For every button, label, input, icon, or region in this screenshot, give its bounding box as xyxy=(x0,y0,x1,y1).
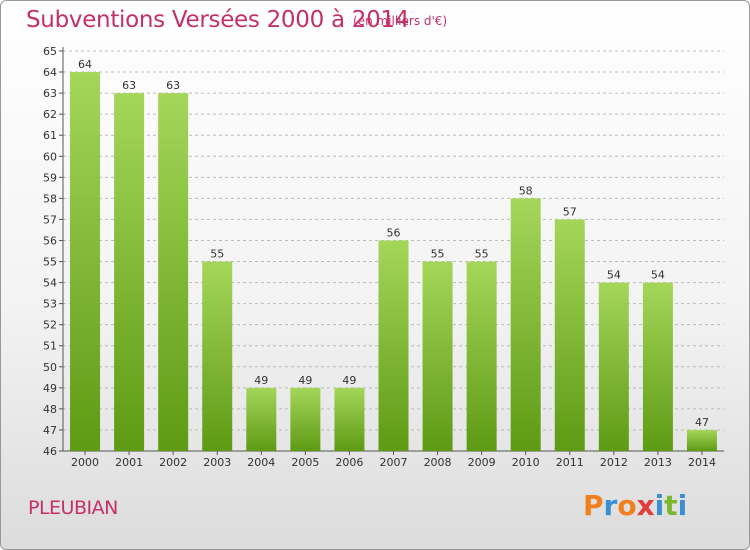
y-tick-label: 49 xyxy=(43,382,57,395)
x-tick-label: 2014 xyxy=(688,456,716,469)
x-tick-label: 2005 xyxy=(291,456,319,469)
x-tick-label: 2000 xyxy=(71,456,99,469)
bar-value-label: 63 xyxy=(122,79,136,92)
bar-value-label: 55 xyxy=(210,248,224,261)
y-tick-label: 48 xyxy=(43,403,57,416)
y-tick-label: 46 xyxy=(43,445,57,458)
y-tick-label: 54 xyxy=(43,277,57,290)
bar-value-label: 57 xyxy=(563,205,577,218)
bar xyxy=(642,282,673,451)
bar-value-label: 55 xyxy=(475,248,489,261)
bar-value-label: 49 xyxy=(342,374,356,387)
y-tick-label: 53 xyxy=(43,298,57,311)
x-tick-label: 2004 xyxy=(247,456,275,469)
bar-value-label: 58 xyxy=(519,184,533,197)
y-tick-label: 62 xyxy=(43,108,57,121)
x-tick-label: 2011 xyxy=(556,456,584,469)
x-tick-label: 2010 xyxy=(512,456,540,469)
bar xyxy=(290,387,321,451)
bar-value-label: 63 xyxy=(166,79,180,92)
y-tick-label: 65 xyxy=(43,45,57,58)
bar-value-label: 49 xyxy=(298,374,312,387)
x-tick-label: 2002 xyxy=(159,456,187,469)
commune-name: PLEUBIAN xyxy=(28,497,118,519)
bars xyxy=(70,72,717,452)
bar-value-label: 54 xyxy=(651,269,665,282)
y-tick-label: 47 xyxy=(43,424,57,437)
proxiti-logo: Proxiti xyxy=(583,489,687,522)
bar xyxy=(598,282,629,451)
y-tick-label: 59 xyxy=(43,171,57,184)
y-tick-label: 50 xyxy=(43,361,57,374)
y-tick-label: 60 xyxy=(43,150,57,163)
bar xyxy=(334,387,365,451)
y-tick-label: 51 xyxy=(43,340,57,353)
x-tick-label: 2009 xyxy=(468,456,496,469)
x-tick-label: 2001 xyxy=(115,456,143,469)
y-tick-label: 55 xyxy=(43,256,57,269)
bar xyxy=(246,387,277,451)
bar-value-label: 54 xyxy=(607,269,621,282)
y-tick-label: 52 xyxy=(43,319,57,332)
y-tick-label: 58 xyxy=(43,192,57,205)
value-labels: 64 63 63 55 49 49 49 56 55 55 58 57 54 54 47 xyxy=(78,58,709,429)
logo-letter: x xyxy=(636,489,655,522)
bar-value-label: 55 xyxy=(431,248,445,261)
x-tick-label: 2007 xyxy=(380,456,408,469)
y-tick-label: 64 xyxy=(43,66,57,79)
x-tick-label: 2013 xyxy=(644,456,672,469)
x-tick-label: 2003 xyxy=(203,456,231,469)
y-tick-label: 57 xyxy=(43,213,57,226)
x-tick-label: 2012 xyxy=(600,456,628,469)
bar xyxy=(378,240,409,451)
bar xyxy=(202,261,233,451)
bar xyxy=(686,429,717,451)
chart-title: Subventions Versées 2000 à 2014 xyxy=(26,7,410,33)
y-tick-label: 61 xyxy=(43,129,57,142)
bar xyxy=(510,198,541,451)
logo-letter: r xyxy=(603,489,618,522)
bar xyxy=(70,72,101,451)
bar-value-label: 56 xyxy=(387,226,401,239)
bar xyxy=(554,219,585,451)
logo-letter: i xyxy=(654,489,665,522)
x-tick-label: 2006 xyxy=(335,456,363,469)
bar xyxy=(158,93,189,452)
x-tick-label: 2008 xyxy=(424,456,452,469)
bar-value-label: 49 xyxy=(254,374,268,387)
y-tick-label: 63 xyxy=(43,87,57,100)
y-tick-label: 56 xyxy=(43,234,57,247)
bar-value-label: 47 xyxy=(695,416,709,429)
logo-letter: P xyxy=(583,489,604,522)
bar xyxy=(466,261,497,451)
bar-value-label: 64 xyxy=(78,58,92,71)
logo-letter: t xyxy=(664,489,678,522)
bar xyxy=(422,261,453,451)
logo-letter: i xyxy=(677,489,688,522)
chart-subtitle: (en milliers d'€) xyxy=(353,14,448,28)
bar xyxy=(114,93,145,452)
logo-letter: o xyxy=(617,489,637,522)
